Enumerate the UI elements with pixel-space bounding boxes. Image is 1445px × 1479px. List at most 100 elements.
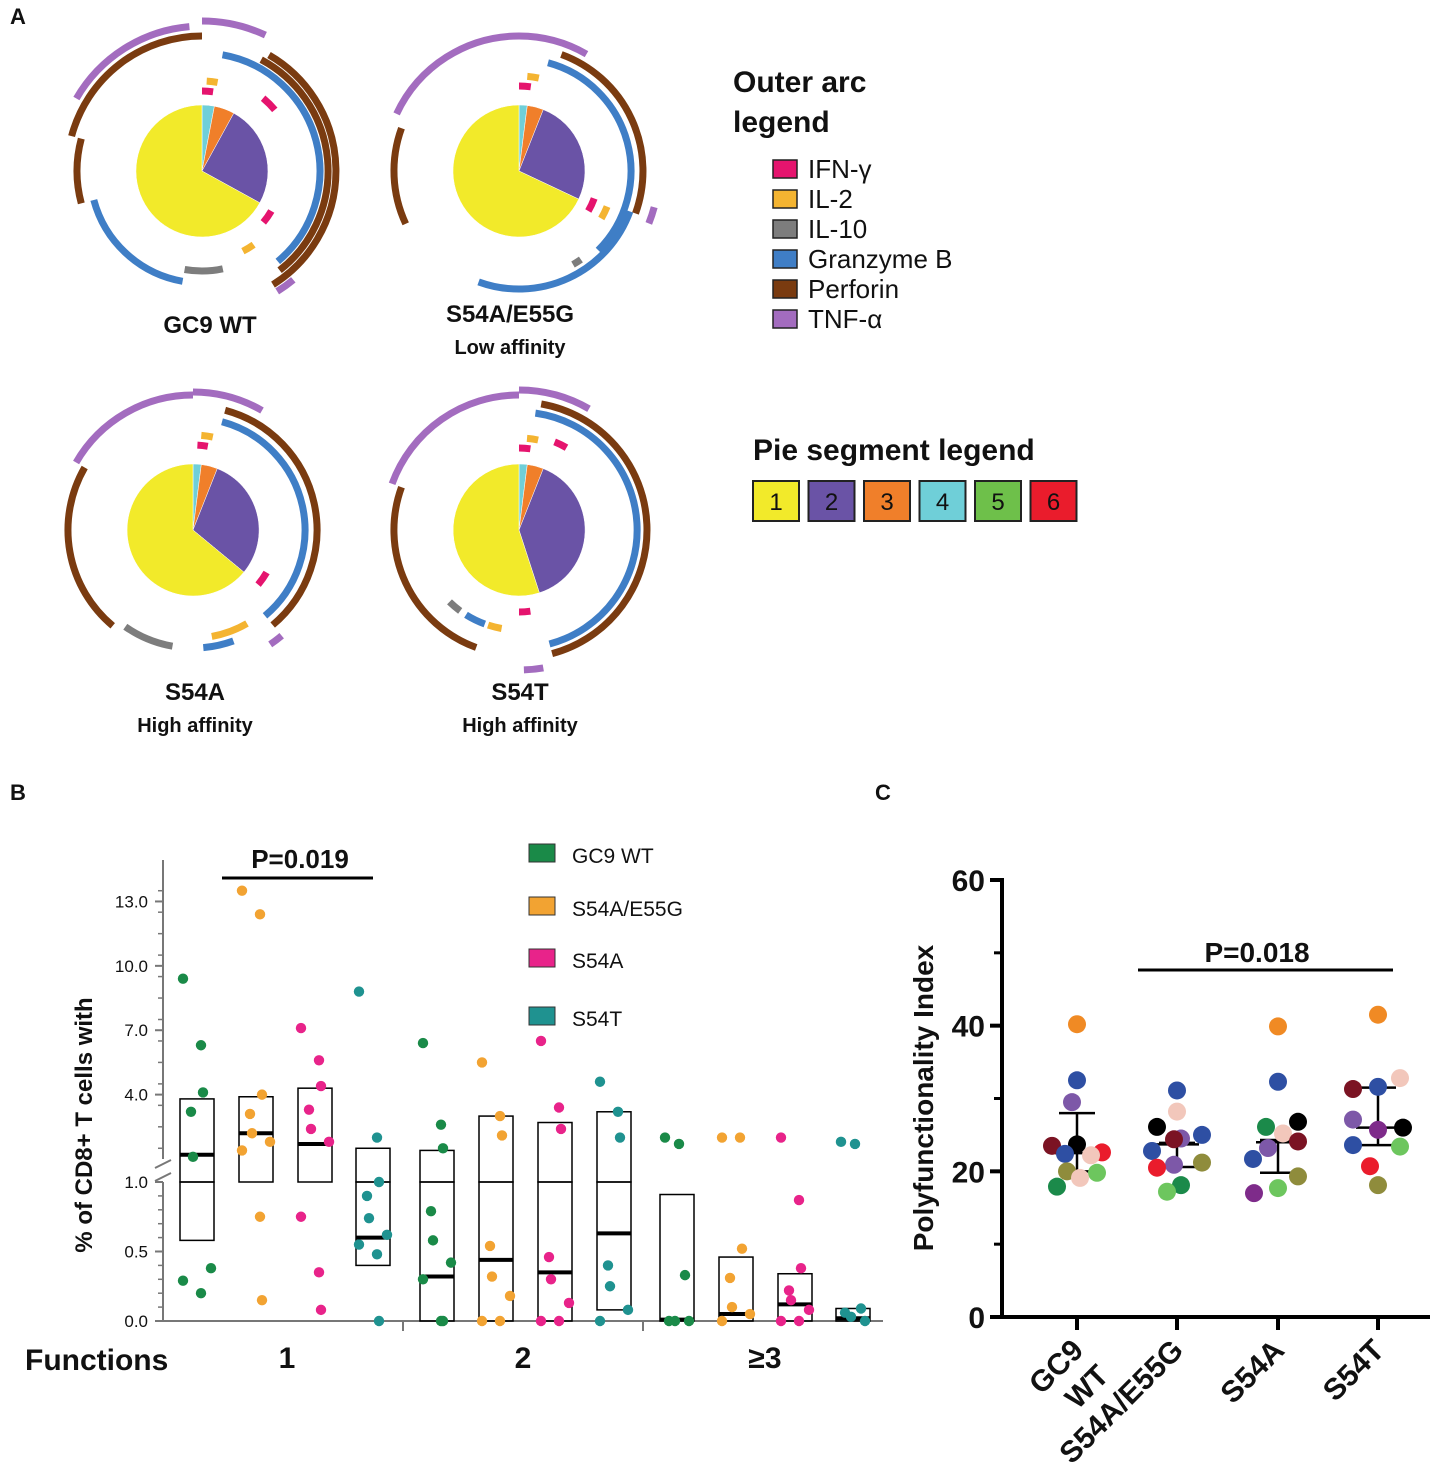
data-point	[535, 1315, 547, 1327]
iqr-box	[419, 1149, 455, 1183]
legend-swatch	[772, 159, 798, 179]
outer-arc	[260, 209, 275, 225]
data-point	[1244, 1149, 1262, 1168]
data-point	[315, 1304, 327, 1316]
data-point	[254, 1211, 266, 1222]
panel-label-c: C	[875, 780, 891, 805]
outer-arc	[255, 570, 270, 587]
data-point	[716, 1132, 728, 1143]
outer-arc	[200, 431, 214, 441]
pie-slice-2	[192, 468, 260, 573]
y-tick-label: 4.0	[124, 1086, 148, 1105]
outer-arcs	[64, 17, 658, 674]
data-point	[1369, 1120, 1387, 1139]
data-point	[612, 1106, 624, 1117]
outer-arc	[268, 633, 284, 648]
data-point	[177, 1275, 189, 1286]
data-point	[545, 1274, 557, 1285]
iqr-box	[179, 1181, 215, 1242]
pie-legend-box	[918, 480, 967, 522]
data-point	[417, 1274, 429, 1285]
data-point	[244, 1108, 256, 1120]
data-point	[435, 1119, 447, 1130]
data-point	[1391, 1069, 1409, 1088]
data-point	[313, 1055, 325, 1066]
data-point	[679, 1269, 691, 1281]
legend-swatch	[772, 189, 798, 209]
data-point	[353, 1239, 365, 1250]
outer-arc	[73, 137, 85, 205]
outer-arc	[547, 59, 635, 253]
pie-legend-label: 1	[769, 489, 782, 516]
y-tick-label: 0.0	[124, 1312, 148, 1331]
data-point	[254, 909, 266, 920]
data-point	[305, 1123, 317, 1135]
pie-subtitle: High affinity	[137, 715, 253, 737]
outer-arc	[477, 210, 634, 293]
x-group-label: 2	[515, 1342, 532, 1375]
data-point	[543, 1251, 555, 1263]
data-point	[555, 1123, 567, 1135]
pie-subtitle: High affinity	[462, 715, 578, 737]
legend-label: IL-2	[808, 184, 853, 214]
data-point	[236, 885, 248, 896]
panel-b-legend: GC9 WT S54A/E55G S54A S54T	[528, 843, 683, 1031]
pie-slice-1	[135, 104, 261, 238]
data-point	[793, 1315, 805, 1327]
data-point	[361, 1190, 373, 1202]
outer-arc	[267, 51, 340, 288]
outer-arc	[260, 95, 278, 113]
data-point	[295, 1022, 307, 1034]
iqr-box	[419, 1181, 455, 1322]
data-point	[427, 1235, 439, 1246]
data-point	[659, 1132, 671, 1143]
data-point	[486, 1271, 498, 1282]
data-point	[1082, 1146, 1100, 1165]
data-point	[494, 1315, 506, 1327]
pie-slice-1	[452, 463, 540, 597]
outer-arc	[518, 386, 591, 412]
data-point	[353, 986, 365, 997]
iqr-box	[297, 1087, 333, 1183]
spice-pie-s54t: S54T High affinity	[452, 463, 586, 737]
pie-legend-title: Pie segment legend	[753, 434, 1035, 467]
data-point	[744, 1308, 756, 1320]
data-point	[371, 1249, 383, 1260]
legend-swatch	[772, 219, 798, 239]
axis-break	[154, 1172, 172, 1182]
data-point	[1391, 1137, 1409, 1156]
data-point	[835, 1136, 847, 1148]
data-point	[1158, 1182, 1176, 1201]
pie-legend-box	[752, 480, 800, 522]
data-point	[783, 1285, 795, 1296]
data-point	[795, 1262, 807, 1274]
data-point	[313, 1267, 325, 1278]
data-point	[724, 1272, 736, 1284]
pie-legend-box	[974, 480, 1022, 522]
data-point	[594, 1076, 606, 1087]
data-point	[315, 1080, 327, 1092]
data-point	[476, 1057, 488, 1068]
outer-arc	[393, 32, 520, 116]
pie-legend-label: 5	[991, 489, 1004, 516]
axis-break	[154, 1159, 172, 1169]
data-point	[1143, 1141, 1161, 1160]
data-point	[849, 1138, 861, 1150]
data-point	[496, 1130, 508, 1141]
outer-arc	[518, 32, 589, 58]
data-point	[1148, 1158, 1166, 1177]
x-tick-label: S54T	[1317, 1334, 1391, 1408]
legend-label: IL-10	[808, 214, 867, 244]
x-axis-label: Functions	[25, 1344, 168, 1377]
data-point	[683, 1315, 695, 1327]
outer-arc	[259, 56, 332, 274]
outer-arc	[64, 465, 115, 629]
data-point	[195, 1040, 207, 1051]
iqr-box	[537, 1121, 573, 1183]
data-point	[363, 1212, 375, 1224]
data-point	[1369, 1176, 1387, 1195]
outer-arc	[598, 205, 611, 221]
legend-swatch	[528, 948, 556, 968]
pie-title: GC9 WT	[163, 312, 257, 339]
data-point	[1289, 1112, 1307, 1131]
